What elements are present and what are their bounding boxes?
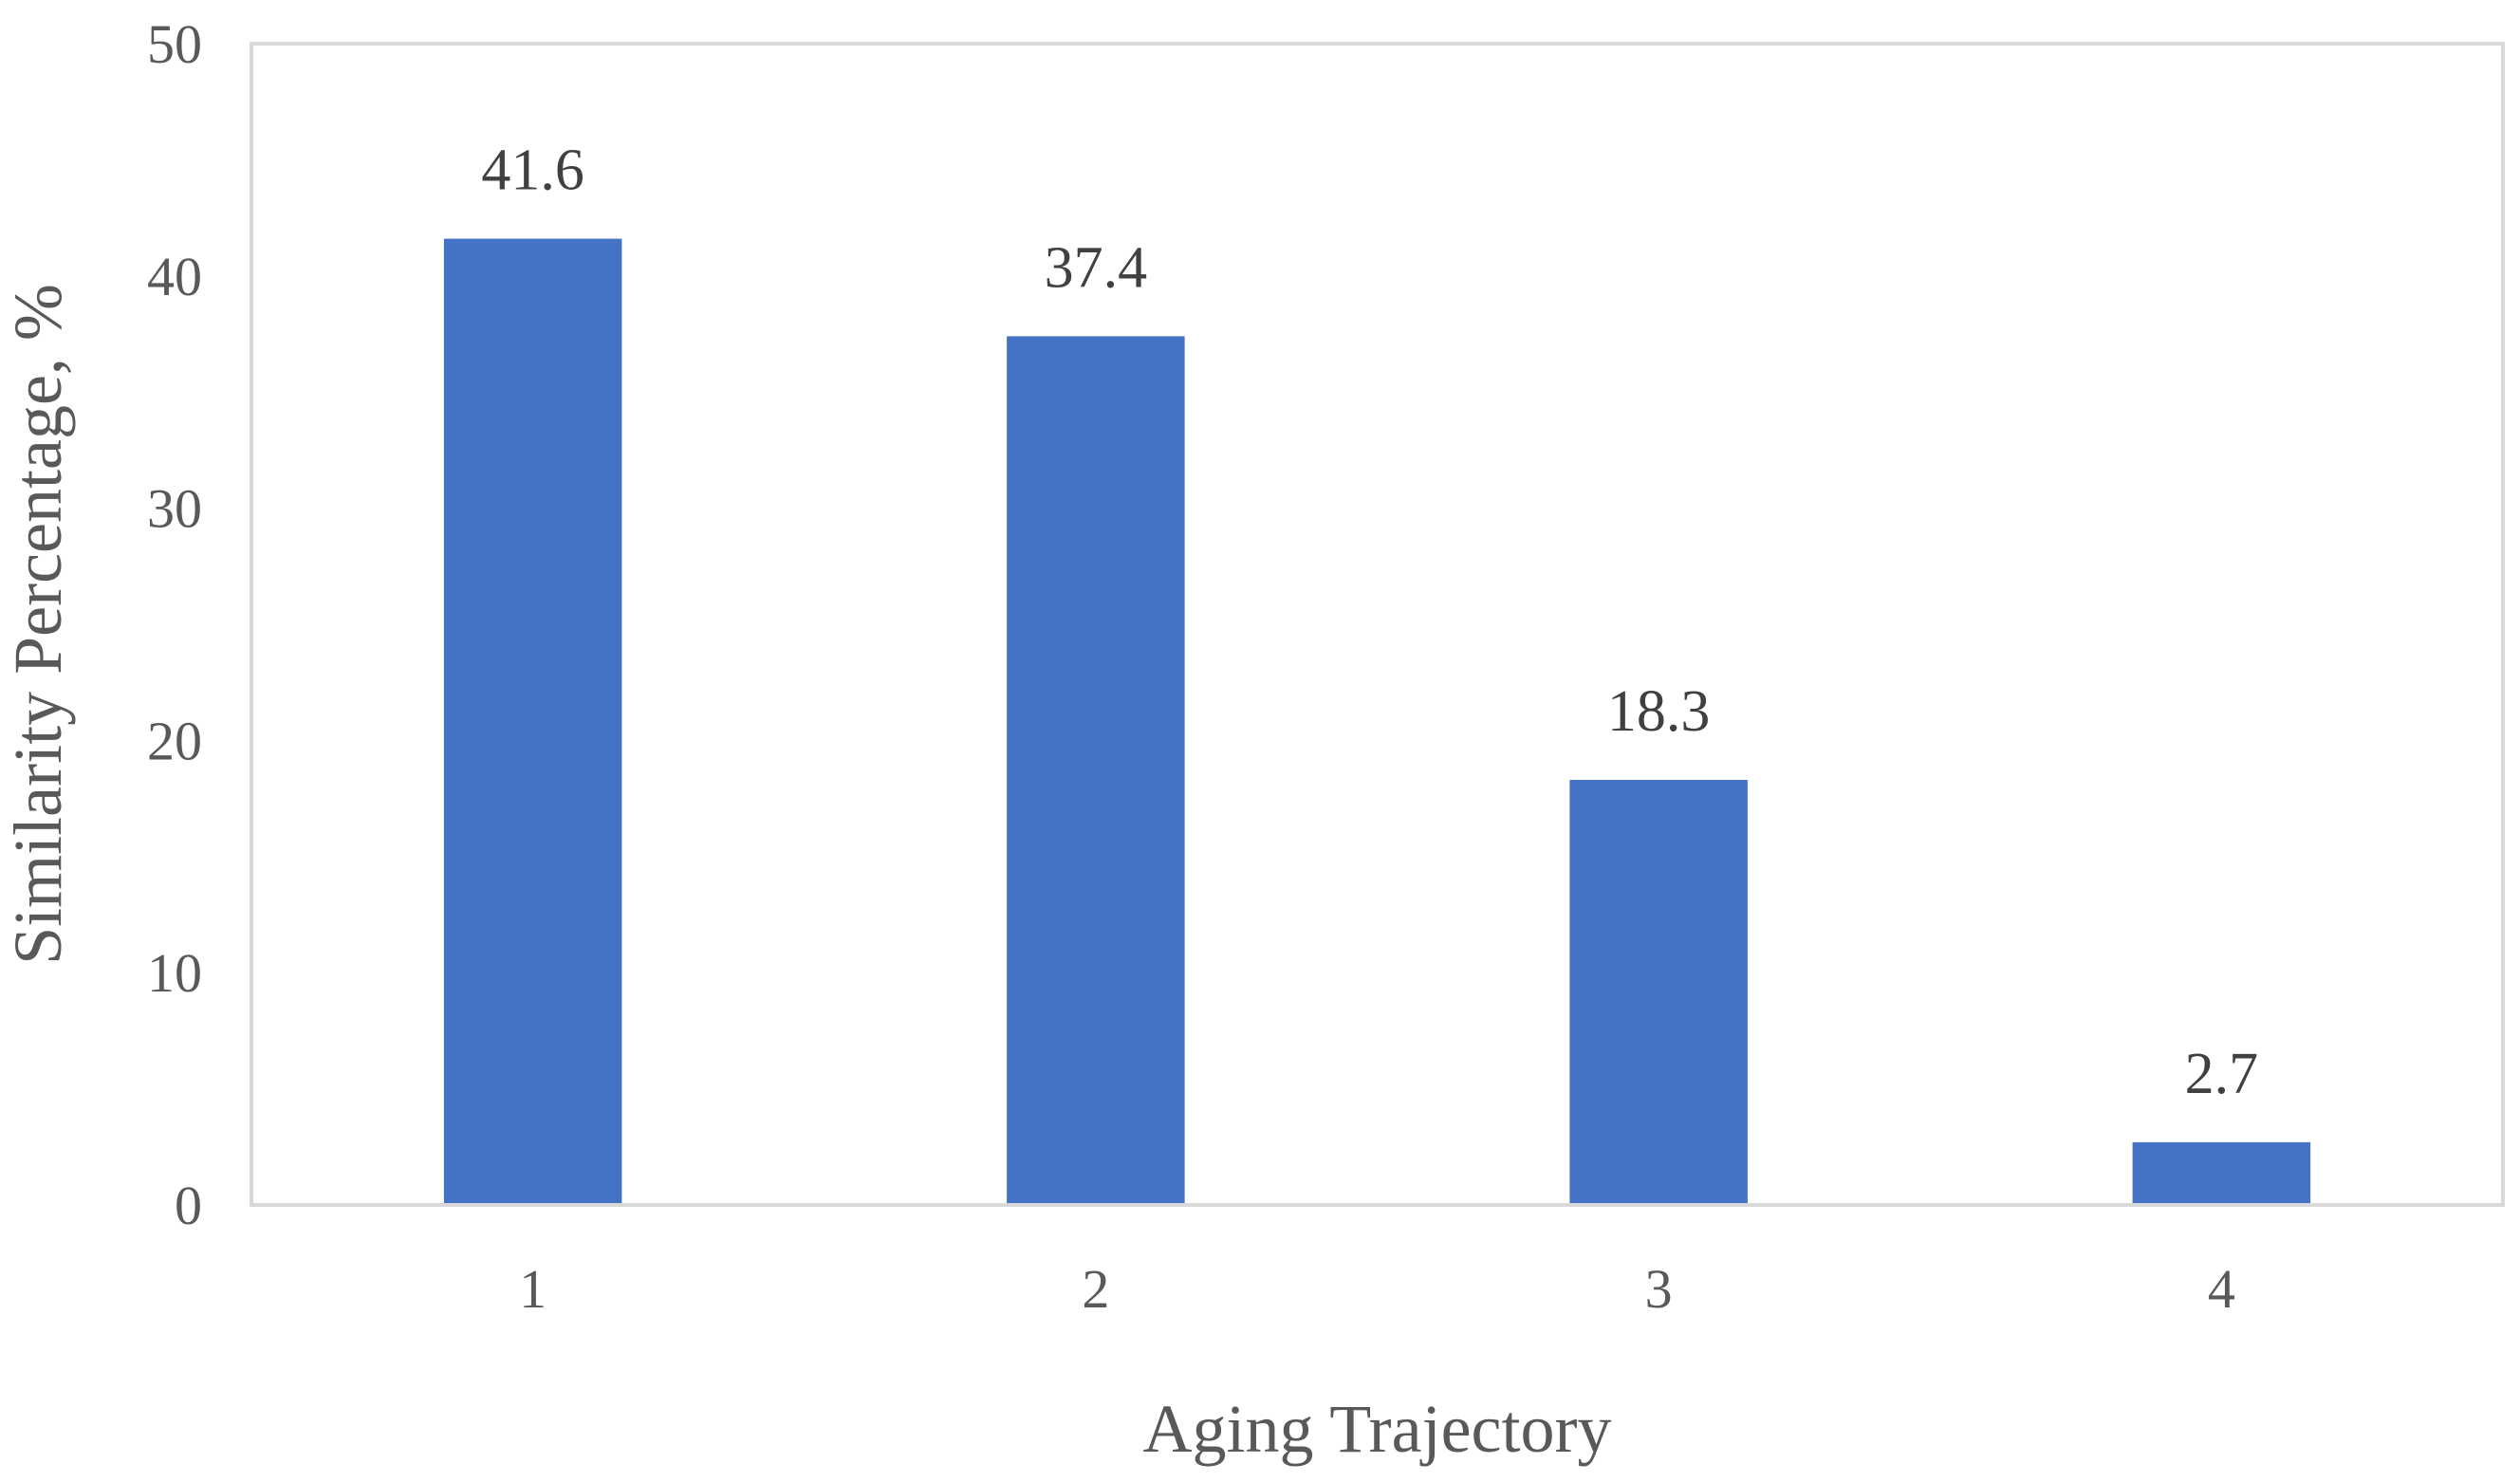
data-labels: 41.6 37.4 18.3 2.7 (481, 139, 2258, 1106)
plot-frame (250, 42, 2505, 1207)
bar-3 (1569, 780, 1748, 1205)
data-label: 18.3 (1607, 679, 1711, 744)
data-label: 2.7 (2185, 1042, 2259, 1106)
y-tick-label: 30 (147, 478, 202, 540)
data-label: 37.4 (1045, 235, 1148, 300)
x-tick-label: 1 (519, 1258, 547, 1320)
x-axis-title: Aging Trajectory (1143, 1391, 1612, 1467)
data-label: 41.6 (481, 139, 584, 203)
y-axis-title: Similarity Percentage, % (0, 284, 76, 965)
x-tick-label: 3 (1645, 1258, 1673, 1320)
x-tick-label: 4 (2208, 1258, 2235, 1320)
y-tick-label: 10 (147, 942, 202, 1004)
x-tick-label: 2 (1082, 1258, 1109, 1320)
y-axis-ticks: 0 10 20 30 40 50 (147, 13, 202, 1236)
y-tick-label: 40 (147, 246, 202, 307)
y-tick-label: 20 (147, 710, 202, 771)
bar-2 (1007, 336, 1185, 1205)
y-tick-label: 0 (175, 1175, 202, 1236)
x-axis-ticks: 1 2 3 4 (519, 1258, 2235, 1320)
bar-1 (443, 238, 622, 1206)
bar-4 (2132, 1141, 2311, 1205)
y-tick-label: 50 (147, 13, 202, 75)
bars-layer (443, 238, 2311, 1206)
